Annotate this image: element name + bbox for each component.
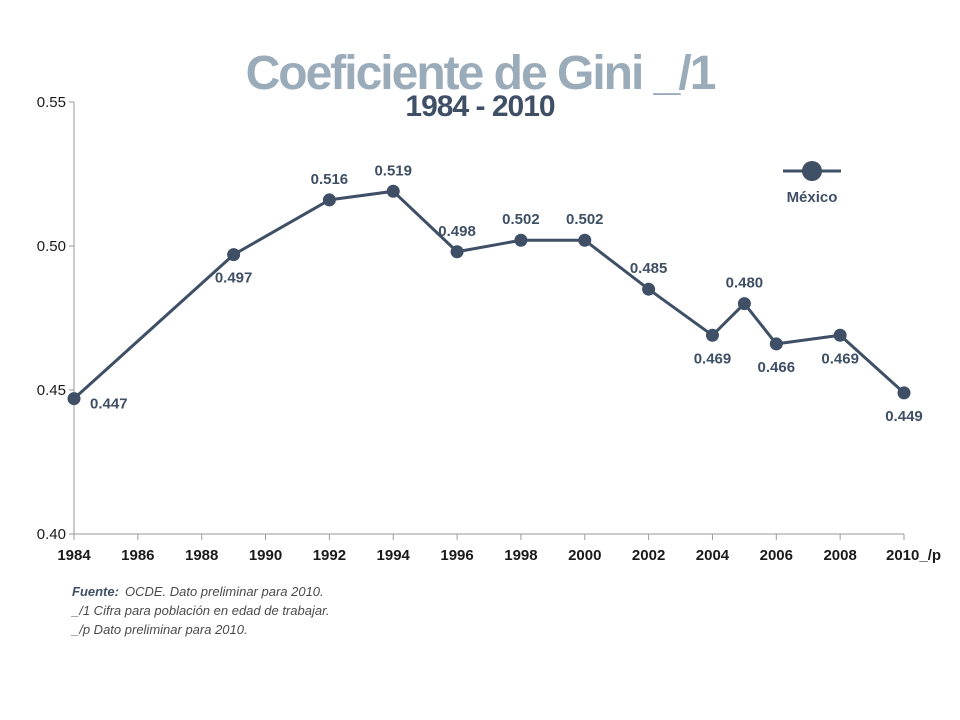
x-tick-label: 2010_/p — [886, 547, 941, 564]
data-label: 0.519 — [374, 162, 412, 179]
x-tick-label: 1990 — [249, 547, 282, 564]
data-point — [322, 193, 336, 207]
data-point — [737, 297, 751, 311]
data-label: 0.447 — [90, 396, 128, 413]
gini-line-chart: 0.40 0.45 0.50 0.55 1984 1986 1988 1990 1992 199… — [37, 94, 941, 564]
data-label: 0.485 — [630, 260, 668, 277]
data-point — [450, 245, 464, 259]
y-tick-label: 0.55 — [37, 94, 66, 111]
data-label: 0.502 — [566, 211, 604, 228]
y-tick-label: 0.45 — [37, 382, 66, 399]
data-label: 0.497 — [215, 270, 253, 287]
y-axis-ticks: 0.40 0.45 0.50 0.55 — [37, 94, 74, 543]
x-tick-label: 1998 — [504, 547, 537, 564]
legend-marker — [802, 161, 822, 181]
x-tick-label: 2006 — [760, 547, 793, 564]
data-label: 0.469 — [821, 350, 859, 367]
data-point — [705, 328, 719, 342]
series-group: 0.447 0.497 0.516 0.519 0.498 0.502 0.502 0.485… — [67, 162, 923, 425]
x-tick-label: 1994 — [377, 547, 411, 564]
source-text: OCDE. Dato preliminar para 2010. — [124, 584, 324, 599]
source-note: Fuente: OCDE. Dato preliminar para 2010. — [72, 582, 330, 601]
data-label: 0.469 — [694, 350, 732, 367]
data-label: 0.498 — [438, 223, 476, 240]
data-point — [386, 184, 400, 198]
y-tick-label: 0.50 — [37, 238, 66, 255]
x-tick-label: 2004 — [696, 547, 730, 564]
x-tick-label: 1988 — [185, 547, 218, 564]
x-tick-label: 2002 — [632, 547, 665, 564]
data-label: 0.502 — [502, 211, 540, 228]
x-tick-label: 2000 — [568, 547, 601, 564]
chart-subtitle: 1984 - 2010 — [405, 90, 555, 123]
data-point — [514, 233, 528, 247]
data-point — [833, 328, 847, 342]
x-tick-label: 1996 — [440, 547, 473, 564]
data-label: 0.449 — [885, 408, 923, 425]
data-point — [897, 386, 911, 400]
x-tick-label: 1984 — [57, 547, 91, 564]
data-label: 0.480 — [726, 275, 764, 292]
data-point — [578, 233, 592, 247]
x-tick-label: 1992 — [313, 547, 346, 564]
chart-axes — [73, 102, 904, 535]
legend-label: México — [787, 189, 838, 206]
footnote-1: _/1 Cifra para población en edad de trab… — [72, 603, 330, 618]
source-label: Fuente: — [72, 584, 119, 599]
chart-notes: Fuente: OCDE. Dato preliminar para 2010. … — [72, 582, 330, 639]
data-point — [227, 248, 241, 262]
chart-legend: México — [783, 161, 841, 206]
footnote-2: _/p Dato preliminar para 2010. — [72, 622, 248, 637]
x-axis-ticks: 1984 1986 1988 1990 1992 1994 1996 1998 2000 2002… — [57, 534, 941, 564]
data-label: 0.466 — [758, 359, 796, 376]
data-point — [642, 282, 656, 296]
x-tick-label: 1986 — [121, 547, 154, 564]
y-tick-label: 0.40 — [37, 526, 66, 543]
chart-title: Coeficiente de Gini _/1 — [245, 47, 717, 100]
data-label: 0.516 — [311, 171, 349, 188]
x-tick-label: 2008 — [823, 547, 856, 564]
data-point — [67, 392, 81, 406]
data-point — [769, 337, 783, 351]
